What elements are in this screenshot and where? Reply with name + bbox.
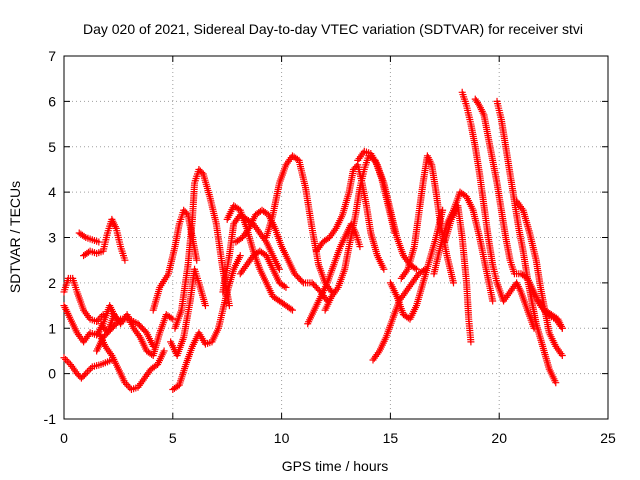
plot-frame <box>63 55 609 420</box>
arc-16-point <box>237 235 245 243</box>
arc-25-point <box>489 297 497 305</box>
x-tick-label: 0 <box>60 430 68 446</box>
x-tick-label: 15 <box>383 430 399 446</box>
y-tick-label: 0 <box>48 366 56 382</box>
arc-31-point <box>558 324 566 332</box>
y-tick-label: 5 <box>48 139 56 155</box>
arc-24-point <box>450 279 458 287</box>
arc-7-point <box>126 384 134 392</box>
arc-7-point <box>160 347 168 355</box>
arc-6-point <box>167 314 175 322</box>
arc-8-point <box>115 317 123 325</box>
y-tick-labels: -1 0 1 2 3 4 5 6 7 <box>44 48 57 427</box>
arc-30-point <box>558 351 566 359</box>
arc-9-point <box>183 209 191 217</box>
arc-2-point <box>82 370 90 378</box>
arc-14-point <box>287 305 295 313</box>
arc-2-point <box>87 365 95 373</box>
data-points <box>60 88 566 394</box>
arc-7-point <box>124 382 132 390</box>
arc-2-point <box>60 354 68 362</box>
x-tick-labels: 0 5 10 15 20 25 <box>60 430 616 446</box>
arc-5-point <box>121 256 129 264</box>
arc-12-point <box>225 302 233 310</box>
y-tick-label: -1 <box>44 411 57 427</box>
arc-15-point <box>282 283 290 291</box>
y-tick-label: 7 <box>48 48 56 64</box>
arc-10-point <box>236 252 244 260</box>
arc-8-point <box>149 342 157 350</box>
x-axis-label: GPS time / hours <box>282 458 389 474</box>
arc-4-point <box>80 232 88 240</box>
arc-26-point <box>467 338 475 346</box>
arc-23-point <box>439 206 447 214</box>
arc-21-point <box>411 264 419 272</box>
arc-28-point <box>475 100 483 108</box>
arc-18-point <box>356 243 364 251</box>
arc-16-point <box>298 277 306 285</box>
x-tick-label: 5 <box>169 430 177 446</box>
arc-1-point <box>94 316 102 324</box>
y-tick-label: 4 <box>48 184 56 200</box>
arc-19-point <box>324 235 332 243</box>
y-tick-label: 3 <box>48 230 56 246</box>
arc-21-point <box>413 265 421 273</box>
grid-lines <box>64 56 608 419</box>
y-tick-label: 6 <box>48 93 56 109</box>
y-axis-label: SDTVAR / TECUs <box>7 181 23 293</box>
arc-1-point <box>98 312 106 320</box>
y-tick-label: 1 <box>48 320 56 336</box>
arc-1-point <box>93 317 101 325</box>
arc-2-point <box>83 368 91 376</box>
y-tick-label: 2 <box>48 275 56 291</box>
arc-2-point <box>63 357 71 365</box>
x-tick-label: 25 <box>600 430 616 446</box>
arc-6-point <box>169 315 177 323</box>
chart-title: Day 020 of 2021, Sidereal Day-to-day VTE… <box>83 21 583 37</box>
arc-15-point <box>280 282 288 290</box>
arc-7-point <box>123 380 131 388</box>
arc-13-point <box>275 265 283 273</box>
arc-19-point <box>380 265 388 273</box>
x-tick-label: 10 <box>274 430 290 446</box>
x-tick-label: 20 <box>491 430 507 446</box>
arc-14-point <box>288 306 296 314</box>
arc-12-point <box>198 168 206 176</box>
arc-29-point <box>552 379 560 387</box>
arc-11-point <box>201 302 209 310</box>
arc-7-point <box>121 379 129 387</box>
arc-2-point <box>65 359 73 367</box>
arc-2-point <box>85 366 93 374</box>
arc-4-point <box>95 238 103 246</box>
arc-2-point <box>62 355 70 363</box>
arc-2-point <box>80 371 88 379</box>
arc-9-point <box>193 256 201 264</box>
